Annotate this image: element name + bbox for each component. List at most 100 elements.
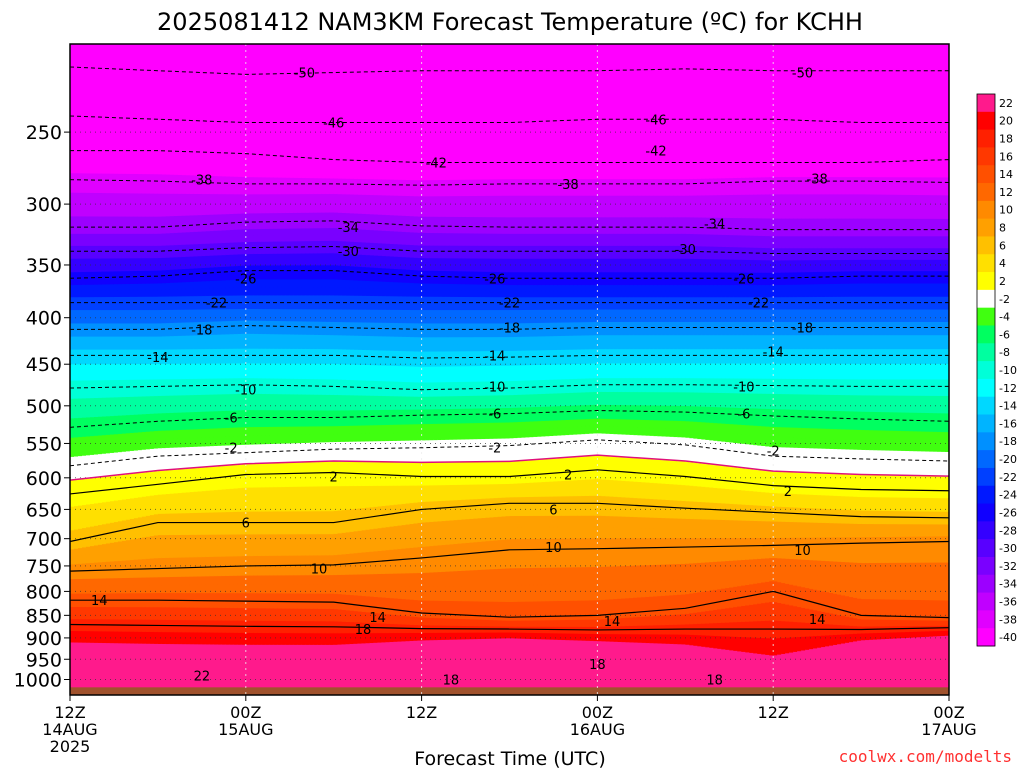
temperature-cell	[93, 407, 99, 417]
temperature-cell	[137, 631, 143, 638]
temperature-cell	[149, 193, 155, 206]
temperature-cell	[145, 592, 151, 601]
temperature-cell	[105, 577, 111, 586]
temperature-cell	[145, 515, 151, 526]
temperature-cell	[161, 534, 167, 547]
temperature-cell	[145, 584, 151, 594]
temperature-cell	[261, 592, 267, 602]
temperature-cell	[309, 149, 315, 159]
temperature-cell	[269, 139, 275, 149]
temperature-cell	[269, 370, 275, 379]
temperature-cell	[293, 348, 299, 356]
temperature-cell	[161, 44, 167, 59]
temperature-cell	[117, 239, 123, 246]
temperature-cell	[321, 240, 327, 248]
temperature-cell	[329, 141, 335, 152]
temperature-cell	[329, 533, 335, 545]
temperature-cell	[257, 393, 263, 403]
temperature-cell	[117, 251, 123, 259]
temperature-cell	[281, 193, 287, 204]
temperature-cell	[189, 437, 195, 447]
temperature-cell	[169, 119, 175, 129]
temperature-cell	[117, 540, 123, 552]
temperature-cell	[165, 625, 171, 633]
temperature-cell	[77, 547, 83, 557]
temperature-cell	[109, 309, 115, 317]
temperature-cell	[153, 70, 159, 84]
temperature-cell	[113, 460, 119, 469]
temperature-cell	[325, 278, 331, 288]
temperature-cell	[149, 95, 155, 109]
temperature-cell	[297, 308, 303, 316]
temperature-cell	[70, 342, 75, 350]
temperature-cell	[233, 409, 239, 419]
temperature-cell	[329, 302, 335, 310]
temperature-cell	[169, 193, 175, 206]
temperature-cell	[93, 284, 99, 291]
temperature-cell	[173, 637, 179, 645]
temperature-cell	[261, 259, 267, 266]
temperature-cell	[285, 221, 291, 229]
temperature-cell	[165, 263, 171, 271]
temperature-cell	[137, 449, 143, 459]
temperature-cell	[97, 577, 103, 587]
temperature-cell	[225, 314, 231, 322]
temperature-cell	[117, 631, 123, 638]
temperature-cell	[185, 461, 191, 469]
temperature-cell	[109, 569, 115, 579]
temperature-cell	[253, 270, 259, 280]
temperature-cell	[89, 349, 95, 356]
temperature-cell	[173, 348, 179, 356]
temperature-cell	[101, 329, 107, 337]
temperature-cell	[157, 275, 163, 284]
temperature-cell	[161, 493, 167, 505]
temperature-cell	[209, 72, 215, 87]
temperature-cell	[257, 247, 263, 254]
temperature-cell	[209, 280, 215, 289]
temperature-cell	[117, 192, 123, 206]
temperature-cell	[201, 394, 207, 404]
temperature-cell	[309, 270, 315, 280]
temperature-cell	[133, 569, 139, 578]
temperature-cell	[117, 329, 123, 337]
temperature-cell	[137, 316, 143, 324]
temperature-cell	[81, 612, 87, 620]
temperature-cell	[265, 308, 271, 316]
temperature-cell	[177, 44, 183, 46]
temperature-cell	[241, 511, 247, 524]
temperature-cell	[141, 180, 147, 194]
temperature-cell	[85, 80, 91, 94]
temperature-cell	[137, 600, 143, 608]
temperature-cell	[321, 234, 327, 241]
temperature-cell	[281, 574, 287, 585]
temperature-cell	[165, 643, 171, 695]
temperature-cell	[101, 387, 107, 398]
temperature-cell	[261, 544, 267, 556]
temperature-cell	[329, 510, 335, 524]
temperature-cell	[181, 468, 187, 476]
temperature-cell	[285, 348, 291, 356]
temperature-cell	[109, 336, 115, 344]
temperature-cell	[77, 172, 83, 181]
temperature-cell	[181, 159, 187, 168]
temperature-cell	[85, 125, 91, 135]
temperature-cell	[293, 314, 299, 322]
temperature-cell	[197, 625, 203, 633]
temperature-cell	[253, 607, 259, 615]
temperature-cell	[97, 158, 103, 167]
temperature-cell	[165, 378, 171, 387]
temperature-cell	[329, 240, 335, 248]
temperature-cell	[321, 554, 327, 566]
temperature-cell	[333, 433, 339, 443]
temperature-cell	[81, 527, 87, 540]
temperature-cell	[81, 80, 87, 94]
temperature-cell	[317, 341, 323, 350]
temperature-cell	[153, 158, 159, 167]
temperature-cell	[74, 407, 79, 419]
temperature-cell	[241, 355, 247, 364]
temperature-cell	[189, 522, 195, 535]
temperature-cell	[317, 286, 323, 296]
temperature-cell	[97, 172, 103, 181]
temperature-cell	[209, 584, 215, 594]
temperature-cell	[105, 322, 111, 330]
